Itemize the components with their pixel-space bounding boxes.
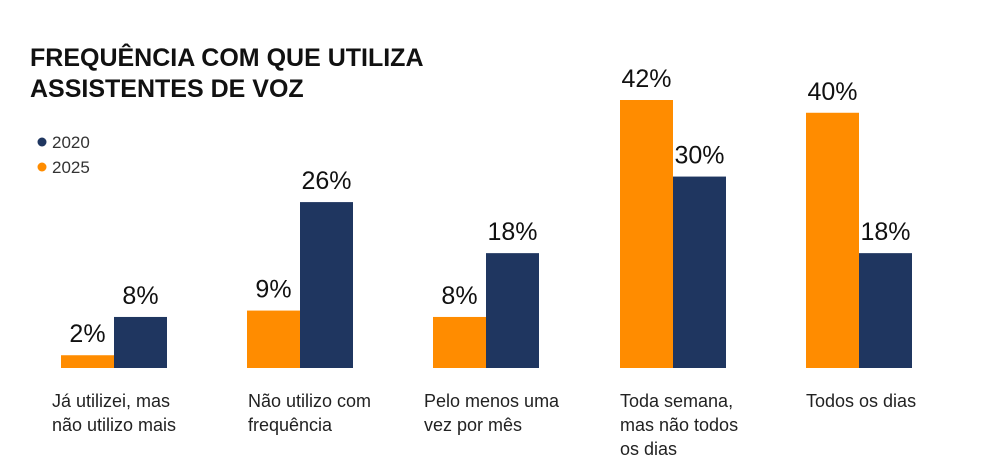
legend: 2020 2025 — [37, 133, 90, 177]
category-labels-group: Já utilizei, mas não utilizo mais Não util… — [52, 391, 916, 459]
bar-2020-2 — [486, 253, 539, 368]
value-labels-group: 2% 8% 9% 26% 8% 18% 42% 30% 40% 18% — [69, 65, 910, 348]
bar-2020-3 — [673, 176, 726, 368]
value-label-2025-2: 8% — [441, 282, 477, 310]
value-label-2020-1: 26% — [301, 167, 351, 195]
category-label-0-line-0: Já utilizei, mas — [52, 391, 170, 411]
category-label-1-line-1: frequência — [248, 415, 333, 435]
value-label-2025-0: 2% — [69, 320, 105, 348]
bars-group — [61, 100, 912, 368]
category-label-1-line-0: Não utilizo com — [248, 391, 371, 411]
value-label-2020-4: 18% — [860, 218, 910, 246]
bar-2025-4 — [806, 112, 859, 368]
bar-2020-4 — [859, 253, 912, 368]
legend-label-2020: 2020 — [52, 133, 90, 152]
category-label-3-line-1: mas não todos — [620, 415, 738, 435]
category-label-4-line-0: Todos os dias — [806, 391, 916, 411]
bar-2025-2 — [433, 316, 486, 368]
value-label-2020-0: 8% — [122, 282, 158, 310]
value-label-2025-4: 40% — [807, 78, 857, 106]
legend-label-2025: 2025 — [52, 158, 90, 177]
bar-2020-0 — [114, 316, 167, 368]
category-label-2-line-0: Pelo menos uma — [424, 391, 560, 411]
category-label-3-line-0: Toda semana, — [620, 391, 733, 411]
value-label-2025-1: 9% — [255, 276, 291, 304]
legend-marker-2020 — [37, 137, 47, 147]
value-label-2025-3: 42% — [621, 65, 671, 93]
category-label-0-line-1: não utilizo mais — [52, 415, 176, 435]
bar-2020-1 — [300, 202, 353, 368]
bar-2025-0 — [61, 355, 114, 368]
value-label-2020-3: 30% — [674, 142, 724, 170]
bar-2025-3 — [620, 100, 673, 368]
chart-title-line-2: ASSISTENTES DE VOZ — [30, 75, 304, 103]
value-label-2020-2: 18% — [487, 218, 537, 246]
category-label-2-line-1: vez por mês — [424, 415, 522, 435]
chart-title-line-1: FREQUÊNCIA COM QUE UTILIZA — [30, 42, 424, 72]
bar-2025-1 — [247, 310, 300, 368]
category-label-3-line-2: os dias — [620, 439, 677, 459]
legend-marker-2025 — [37, 162, 47, 172]
